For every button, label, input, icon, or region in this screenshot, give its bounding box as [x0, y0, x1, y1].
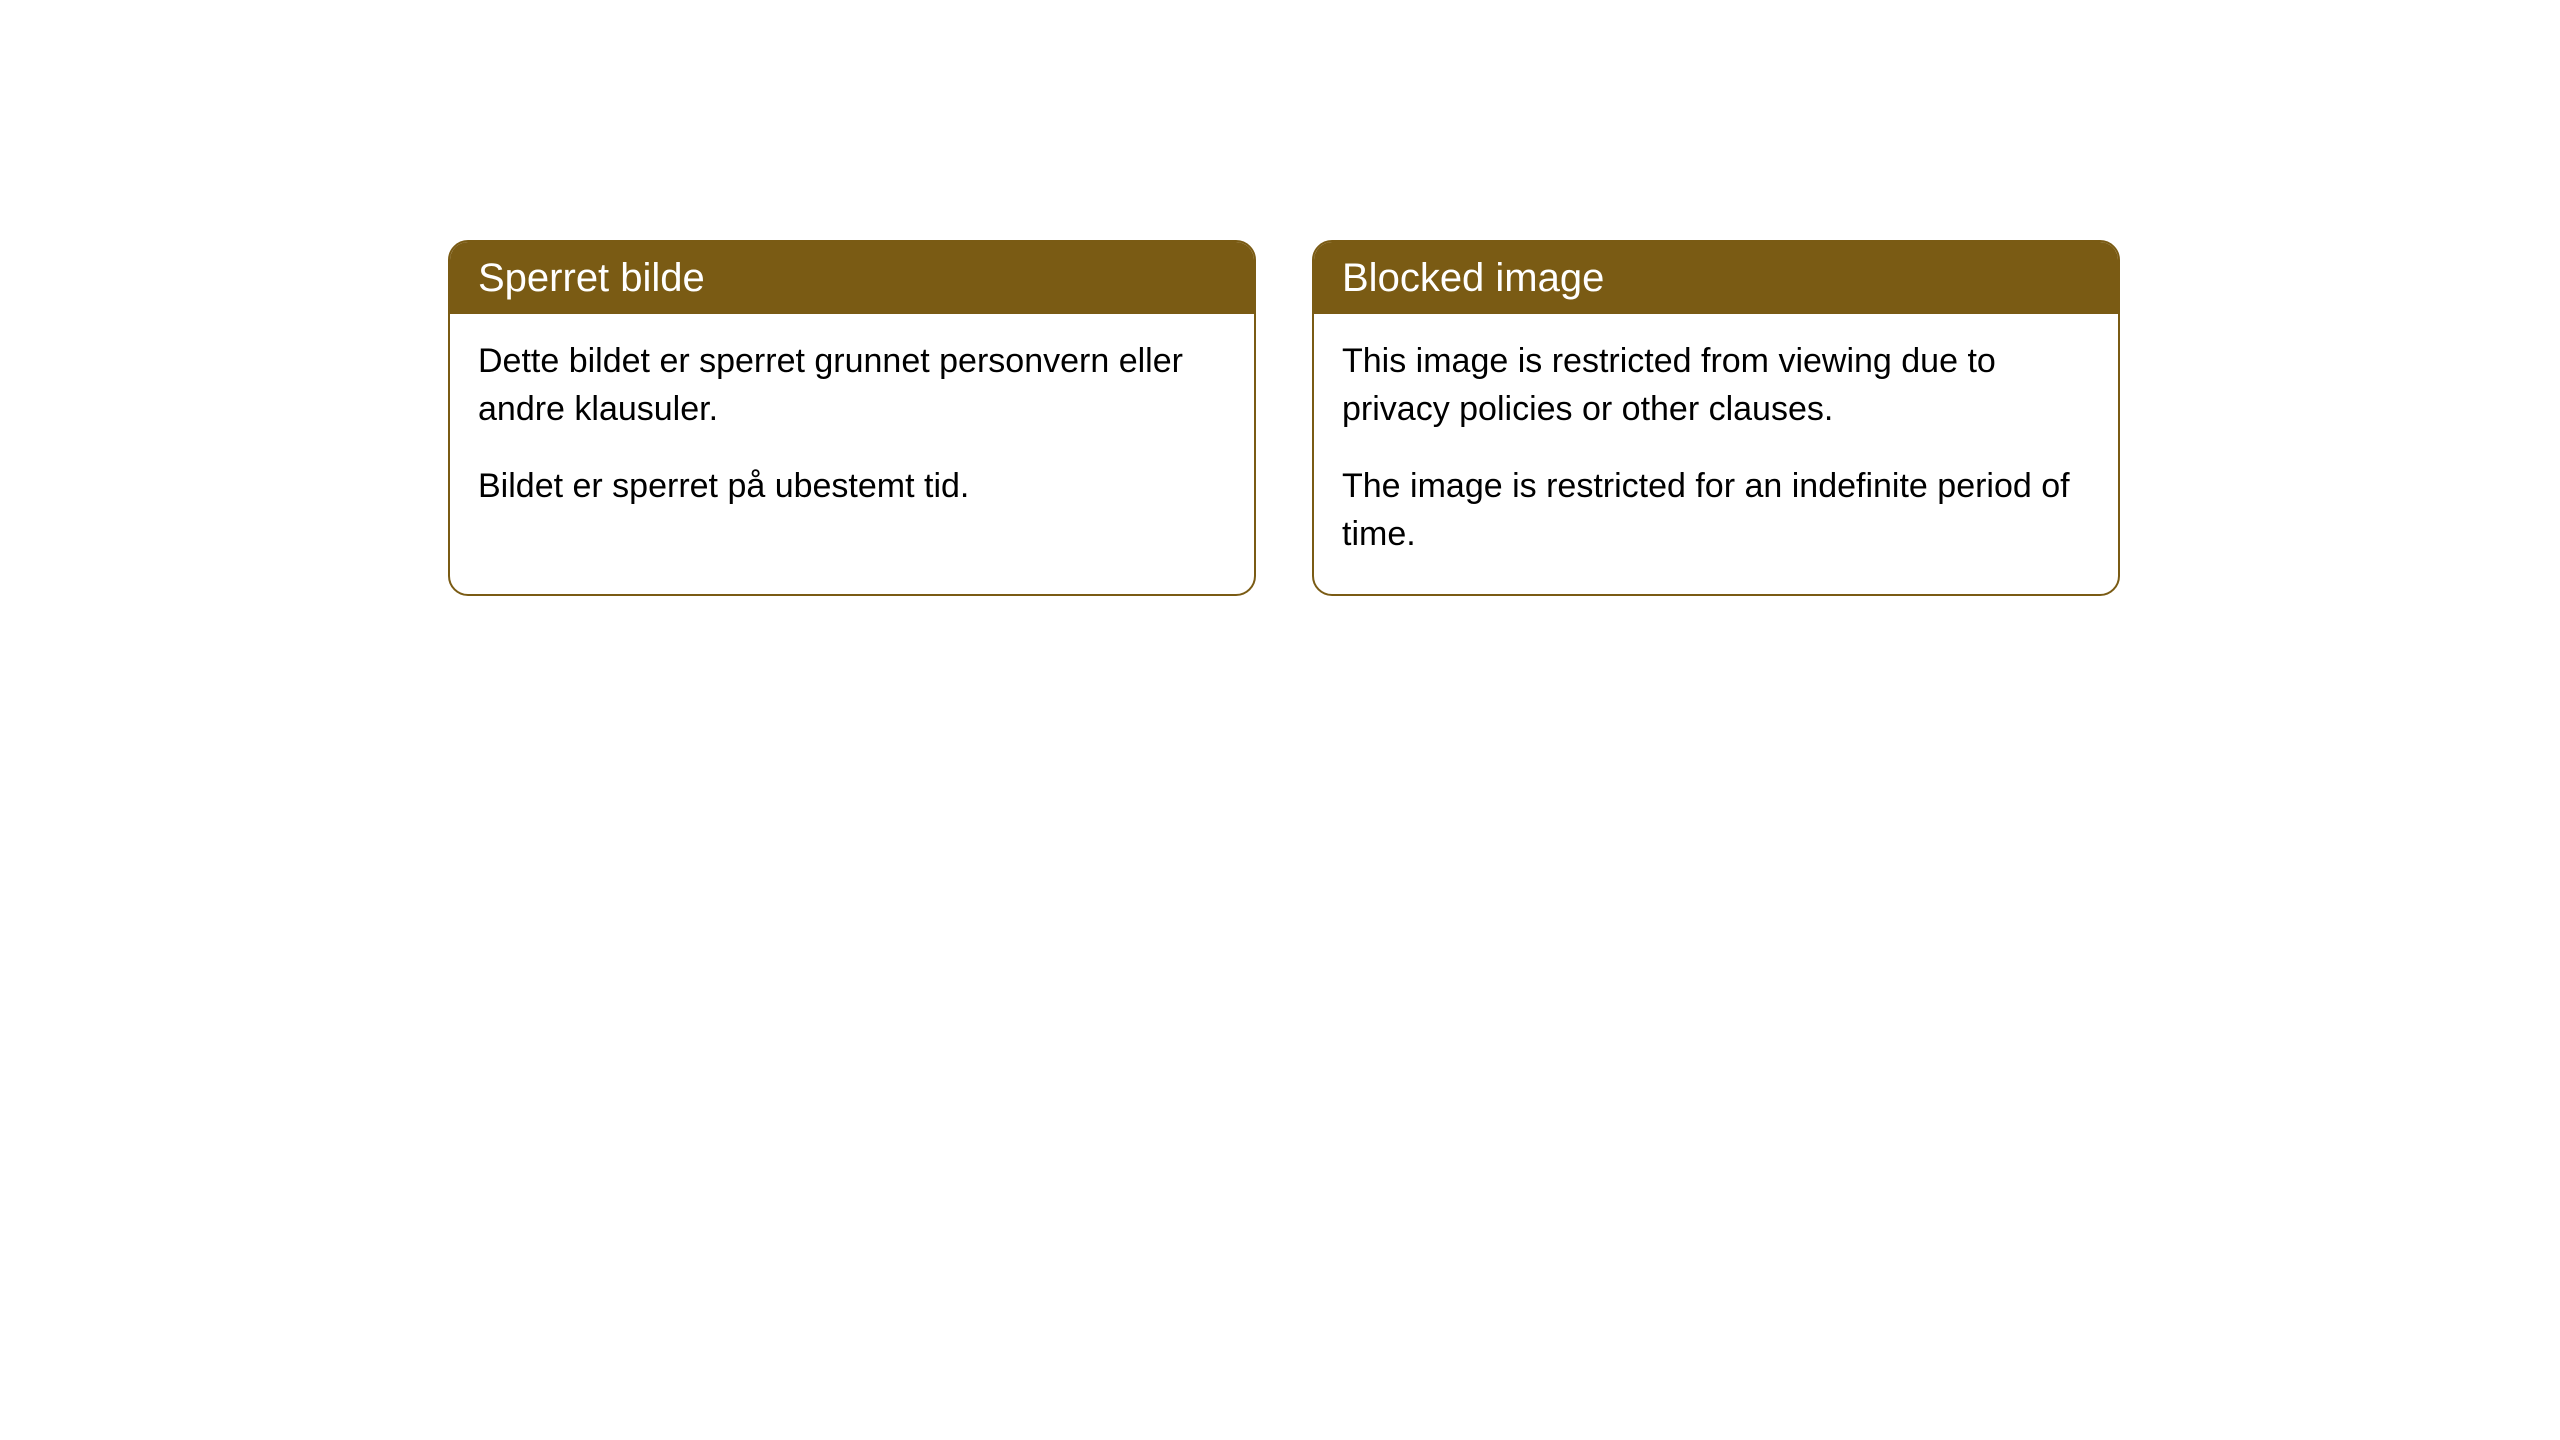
card-paragraph: The image is restricted for an indefinit…	[1342, 463, 2090, 558]
card-body: Dette bildet er sperret grunnet personve…	[450, 314, 1254, 547]
notice-cards-container: Sperret bilde Dette bildet er sperret gr…	[448, 240, 2120, 596]
card-body: This image is restricted from viewing du…	[1314, 314, 2118, 594]
card-header: Blocked image	[1314, 242, 2118, 314]
card-header: Sperret bilde	[450, 242, 1254, 314]
card-paragraph: This image is restricted from viewing du…	[1342, 338, 2090, 433]
notice-card-norwegian: Sperret bilde Dette bildet er sperret gr…	[448, 240, 1256, 596]
card-paragraph: Bildet er sperret på ubestemt tid.	[478, 463, 1226, 511]
card-paragraph: Dette bildet er sperret grunnet personve…	[478, 338, 1226, 433]
notice-card-english: Blocked image This image is restricted f…	[1312, 240, 2120, 596]
